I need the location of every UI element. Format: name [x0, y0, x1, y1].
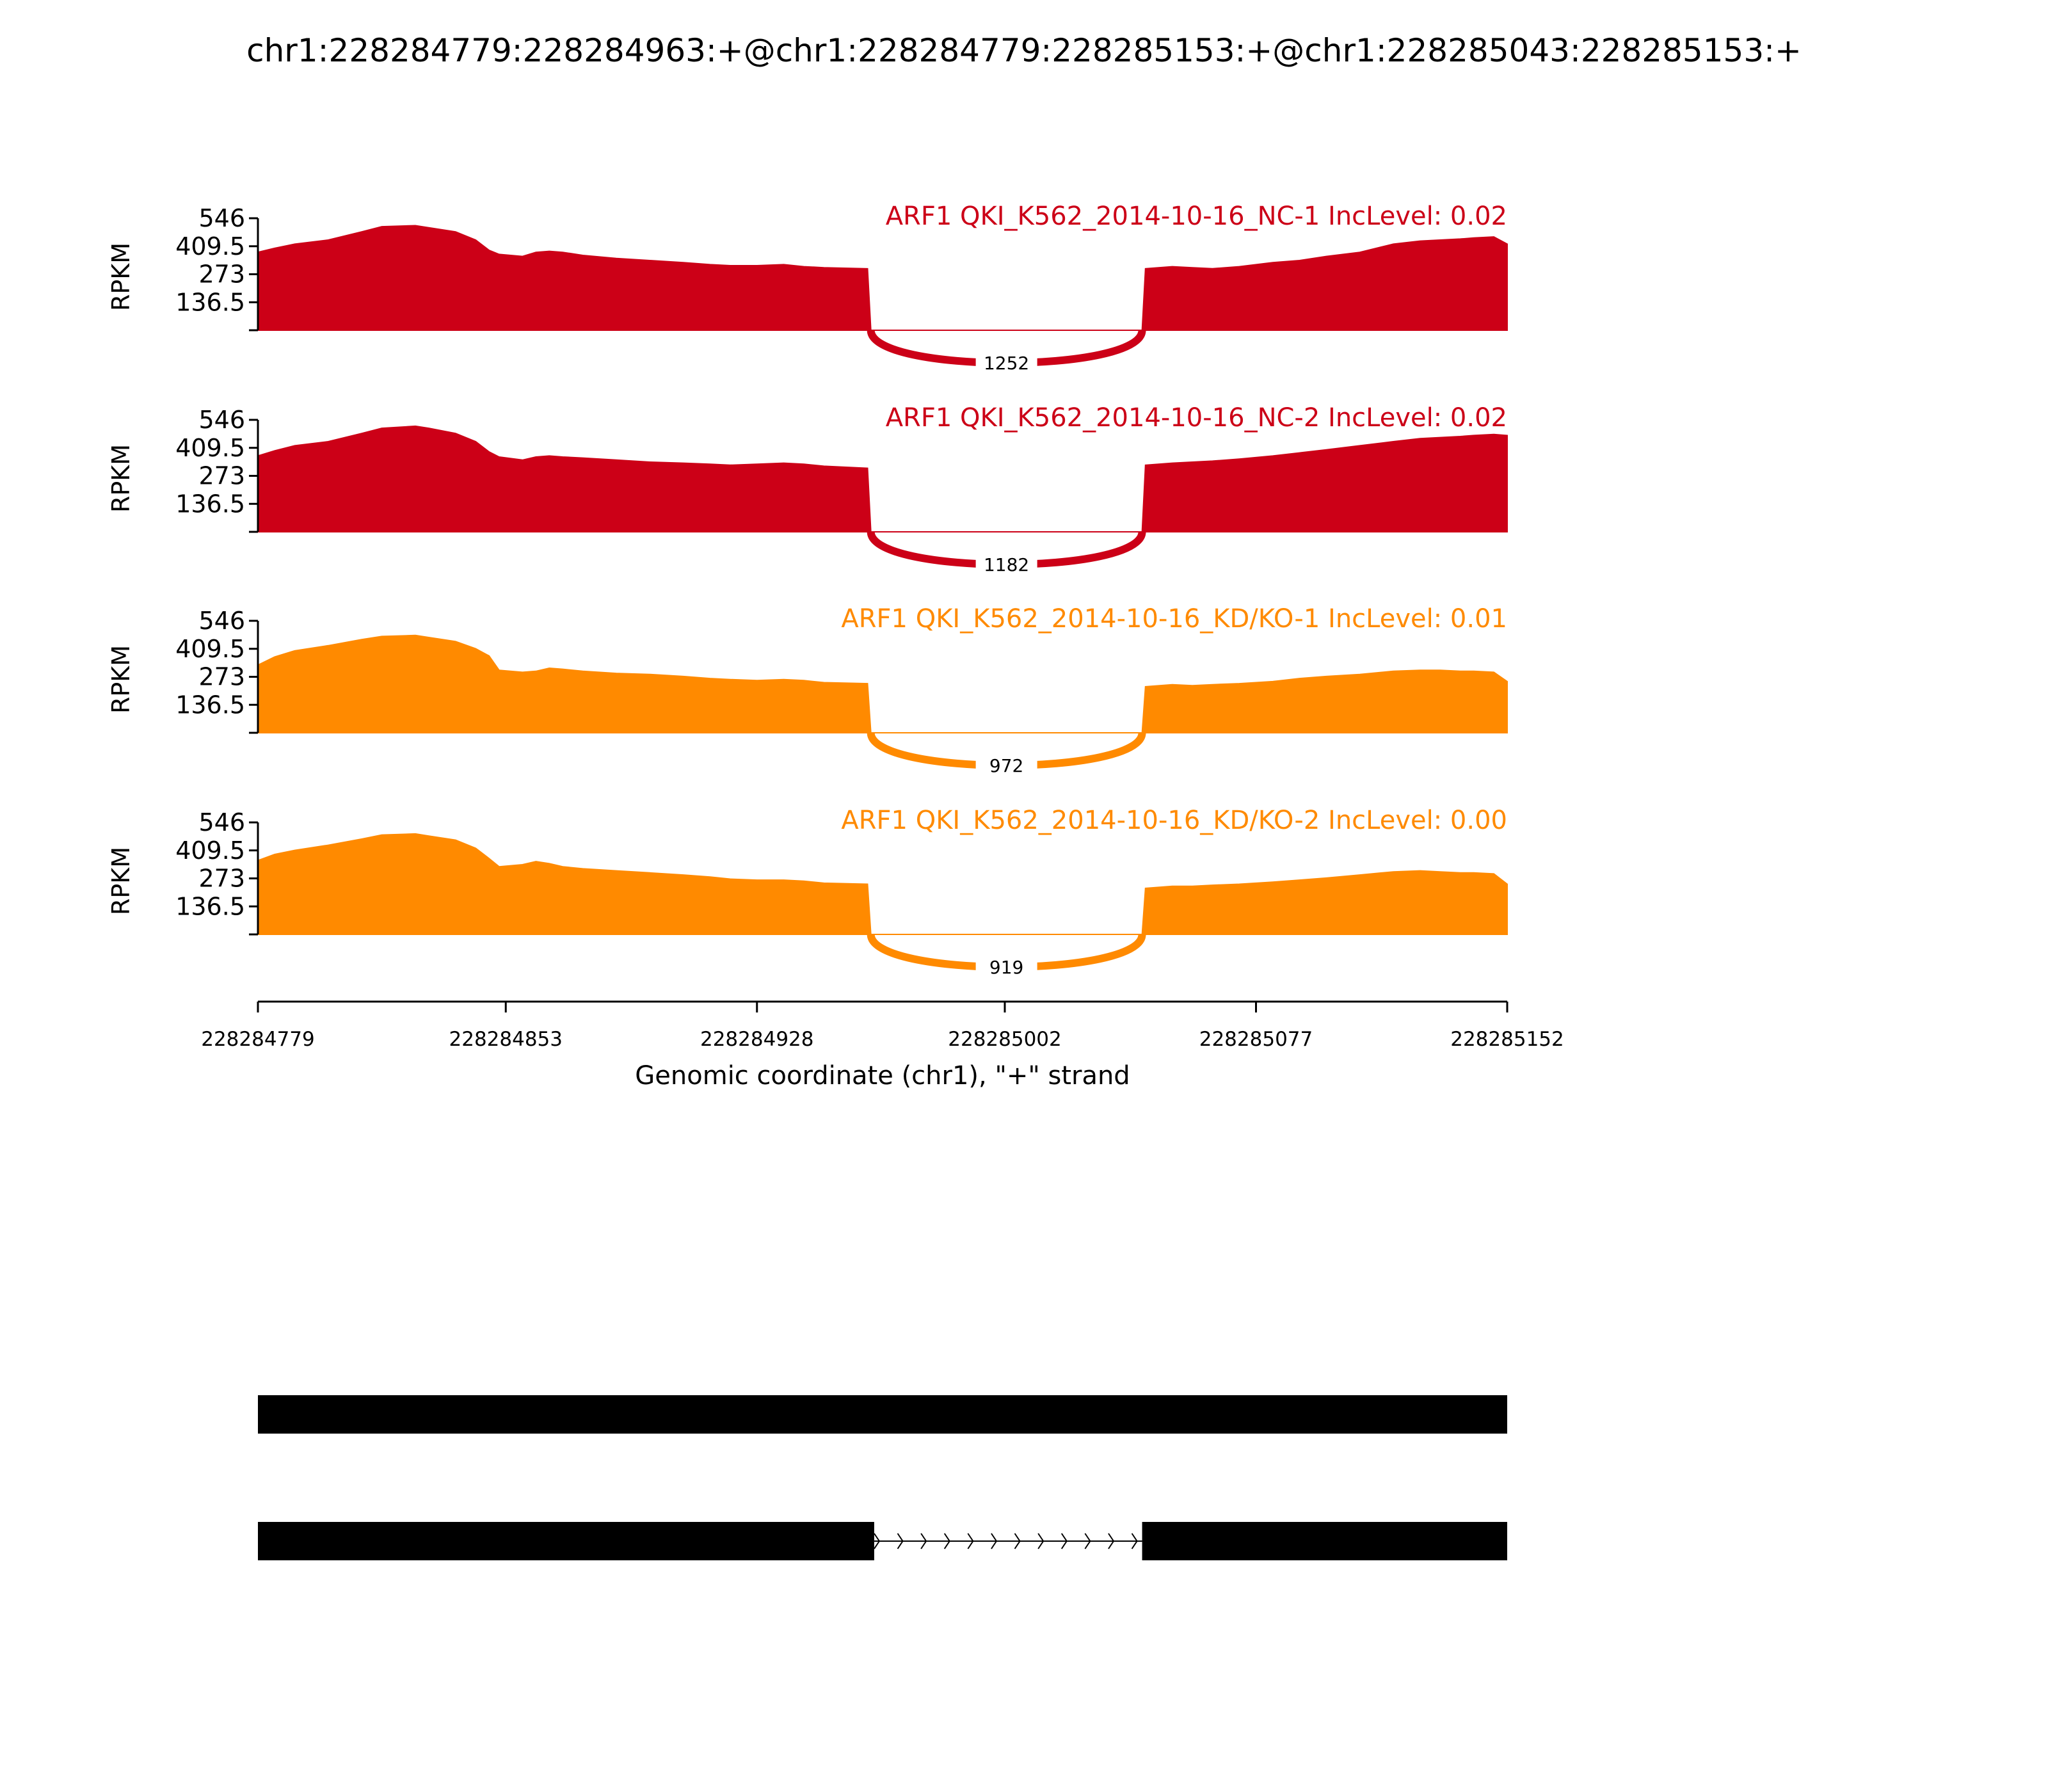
junction-count: 919	[989, 957, 1023, 978]
y-tick-label: 409.5	[175, 635, 245, 663]
y-tick-label: 273	[198, 260, 245, 289]
junction-count: 972	[989, 755, 1023, 776]
x-axis: 228284779 228284853 228284928 228285002 2282…	[201, 1000, 1564, 1091]
exon-block	[1142, 1522, 1507, 1560]
y-tick-label: 136.5	[175, 288, 245, 316]
strand-arrow	[1014, 1533, 1021, 1549]
coverage-area	[257, 634, 1508, 733]
junction-count: 1252	[984, 353, 1029, 374]
coverage-area	[257, 425, 1508, 532]
isoform-models	[258, 1395, 1507, 1560]
y-tick-label: 546	[198, 607, 245, 635]
strand-arrow	[991, 1533, 998, 1549]
strand-arrow	[1084, 1533, 1091, 1549]
y-axis-label: RPKM	[107, 847, 135, 915]
x-axis-ticks: 228284779 228284853 228284928 228285002 2282…	[201, 1002, 1564, 1051]
strand-arrow	[943, 1533, 950, 1549]
x-tick-label: 228285002	[948, 1028, 1062, 1051]
strand-arrow	[920, 1533, 927, 1549]
strand-arrow	[967, 1533, 974, 1549]
y-tick-label: 409.5	[175, 232, 245, 260]
y-tick-label: 136.5	[175, 490, 245, 518]
strand-arrow	[897, 1533, 904, 1549]
junction-label-bg	[975, 953, 1037, 981]
sample-label: ARF1 QKI_K562_2014-10-16_NC-1 IncLevel: …	[886, 202, 1507, 231]
strand-arrow	[1131, 1533, 1138, 1549]
coverage-area	[257, 225, 1508, 331]
y-tick-label: 546	[198, 204, 245, 232]
strand-arrow	[1108, 1533, 1115, 1549]
y-tick-label: 273	[198, 865, 245, 893]
y-tick-label: 273	[198, 462, 245, 490]
y-axis-label: RPKM	[107, 645, 135, 714]
x-axis-label: Genomic coordinate (chr1), "+" strand	[635, 1061, 1130, 1091]
y-tick-label: 136.5	[175, 691, 245, 719]
x-tick-label: 228285077	[1199, 1028, 1313, 1051]
y-axis-label: RPKM	[107, 444, 135, 513]
isoform-1	[258, 1395, 1507, 1434]
junction-label-bg	[975, 751, 1037, 780]
strand-arrow	[1037, 1533, 1044, 1549]
isoform-2	[258, 1522, 1507, 1560]
coverage-area	[257, 833, 1508, 935]
strand-arrow	[874, 1533, 881, 1549]
sample-label: ARF1 QKI_K562_2014-10-16_KD/KO-1 IncLeve…	[841, 604, 1507, 634]
x-tick-label: 228284779	[201, 1028, 315, 1051]
junction-label-bg	[975, 349, 1037, 377]
figure-title: chr1:228284779:228284963:+@chr1:22828477…	[246, 32, 1802, 69]
sample-label: ARF1 QKI_K562_2014-10-16_KD/KO-2 IncLeve…	[841, 806, 1507, 835]
exon-block	[258, 1395, 1507, 1434]
y-tick-label: 409.5	[175, 836, 245, 865]
y-tick-label: 546	[198, 406, 245, 434]
x-tick-label: 228284928	[700, 1028, 814, 1051]
sample-label: ARF1 QKI_K562_2014-10-16_NC-2 IncLevel: …	[886, 403, 1507, 433]
x-tick-label: 228284853	[449, 1028, 563, 1051]
y-tick-label: 546	[198, 808, 245, 836]
y-axis-label: RPKM	[107, 243, 135, 311]
strand-arrow	[1060, 1533, 1068, 1549]
y-tick-label: 273	[198, 663, 245, 691]
junction-count: 1182	[984, 554, 1029, 575]
y-tick-label: 409.5	[175, 434, 245, 462]
y-tick-label: 136.5	[175, 892, 245, 920]
x-tick-label: 228285152	[1450, 1028, 1564, 1051]
exon-block	[258, 1522, 874, 1560]
junction-label-bg	[975, 550, 1037, 579]
